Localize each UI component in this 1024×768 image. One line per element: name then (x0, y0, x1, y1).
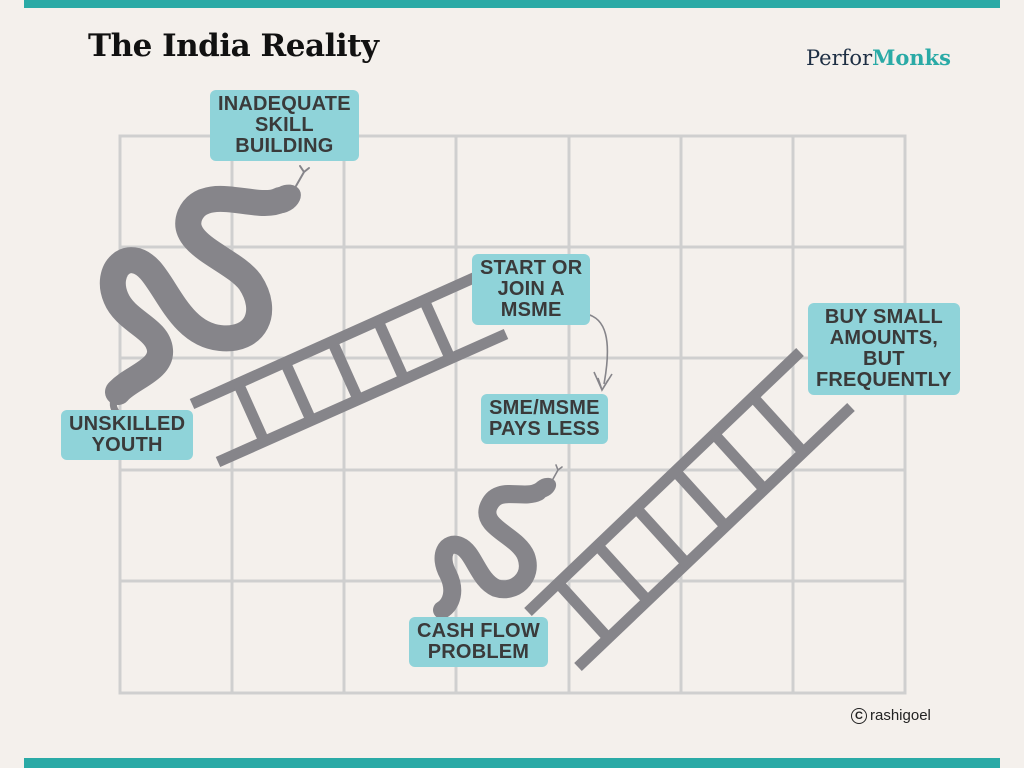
label-sme-pays-less: SME/MSME PAYS LESS (481, 394, 608, 444)
label-buy-small-amounts: BUY SMALL AMOUNTS, BUT FREQUENTLY (808, 303, 960, 395)
page-title: The India Reality (88, 28, 379, 64)
label-cash-flow-problem: CASH FLOW PROBLEM (409, 617, 548, 667)
copyright-icon: C (851, 707, 867, 724)
logo-part-1: Perfor (806, 46, 873, 70)
copyright-notice: C rashigoel (851, 707, 931, 724)
logo-part-2: Monks (872, 45, 952, 70)
label-unskilled-youth: UNSKILLED YOUTH (61, 410, 194, 460)
brand-logo: PerforMonks (806, 45, 951, 70)
ladder-icon (189, 270, 509, 468)
copyright-text: rashigoel (870, 707, 931, 724)
curved-arrow-icon (585, 313, 613, 392)
bottom-accent-bar (24, 758, 1000, 768)
snake-icon (99, 165, 310, 416)
ladder-icon (524, 348, 855, 671)
label-start-or-join-msme: START OR JOIN A MSME (472, 254, 591, 325)
top-accent-bar (24, 0, 1000, 8)
label-inadequate-skill-building: INADEQUATE SKILL BUILDING (210, 90, 359, 161)
